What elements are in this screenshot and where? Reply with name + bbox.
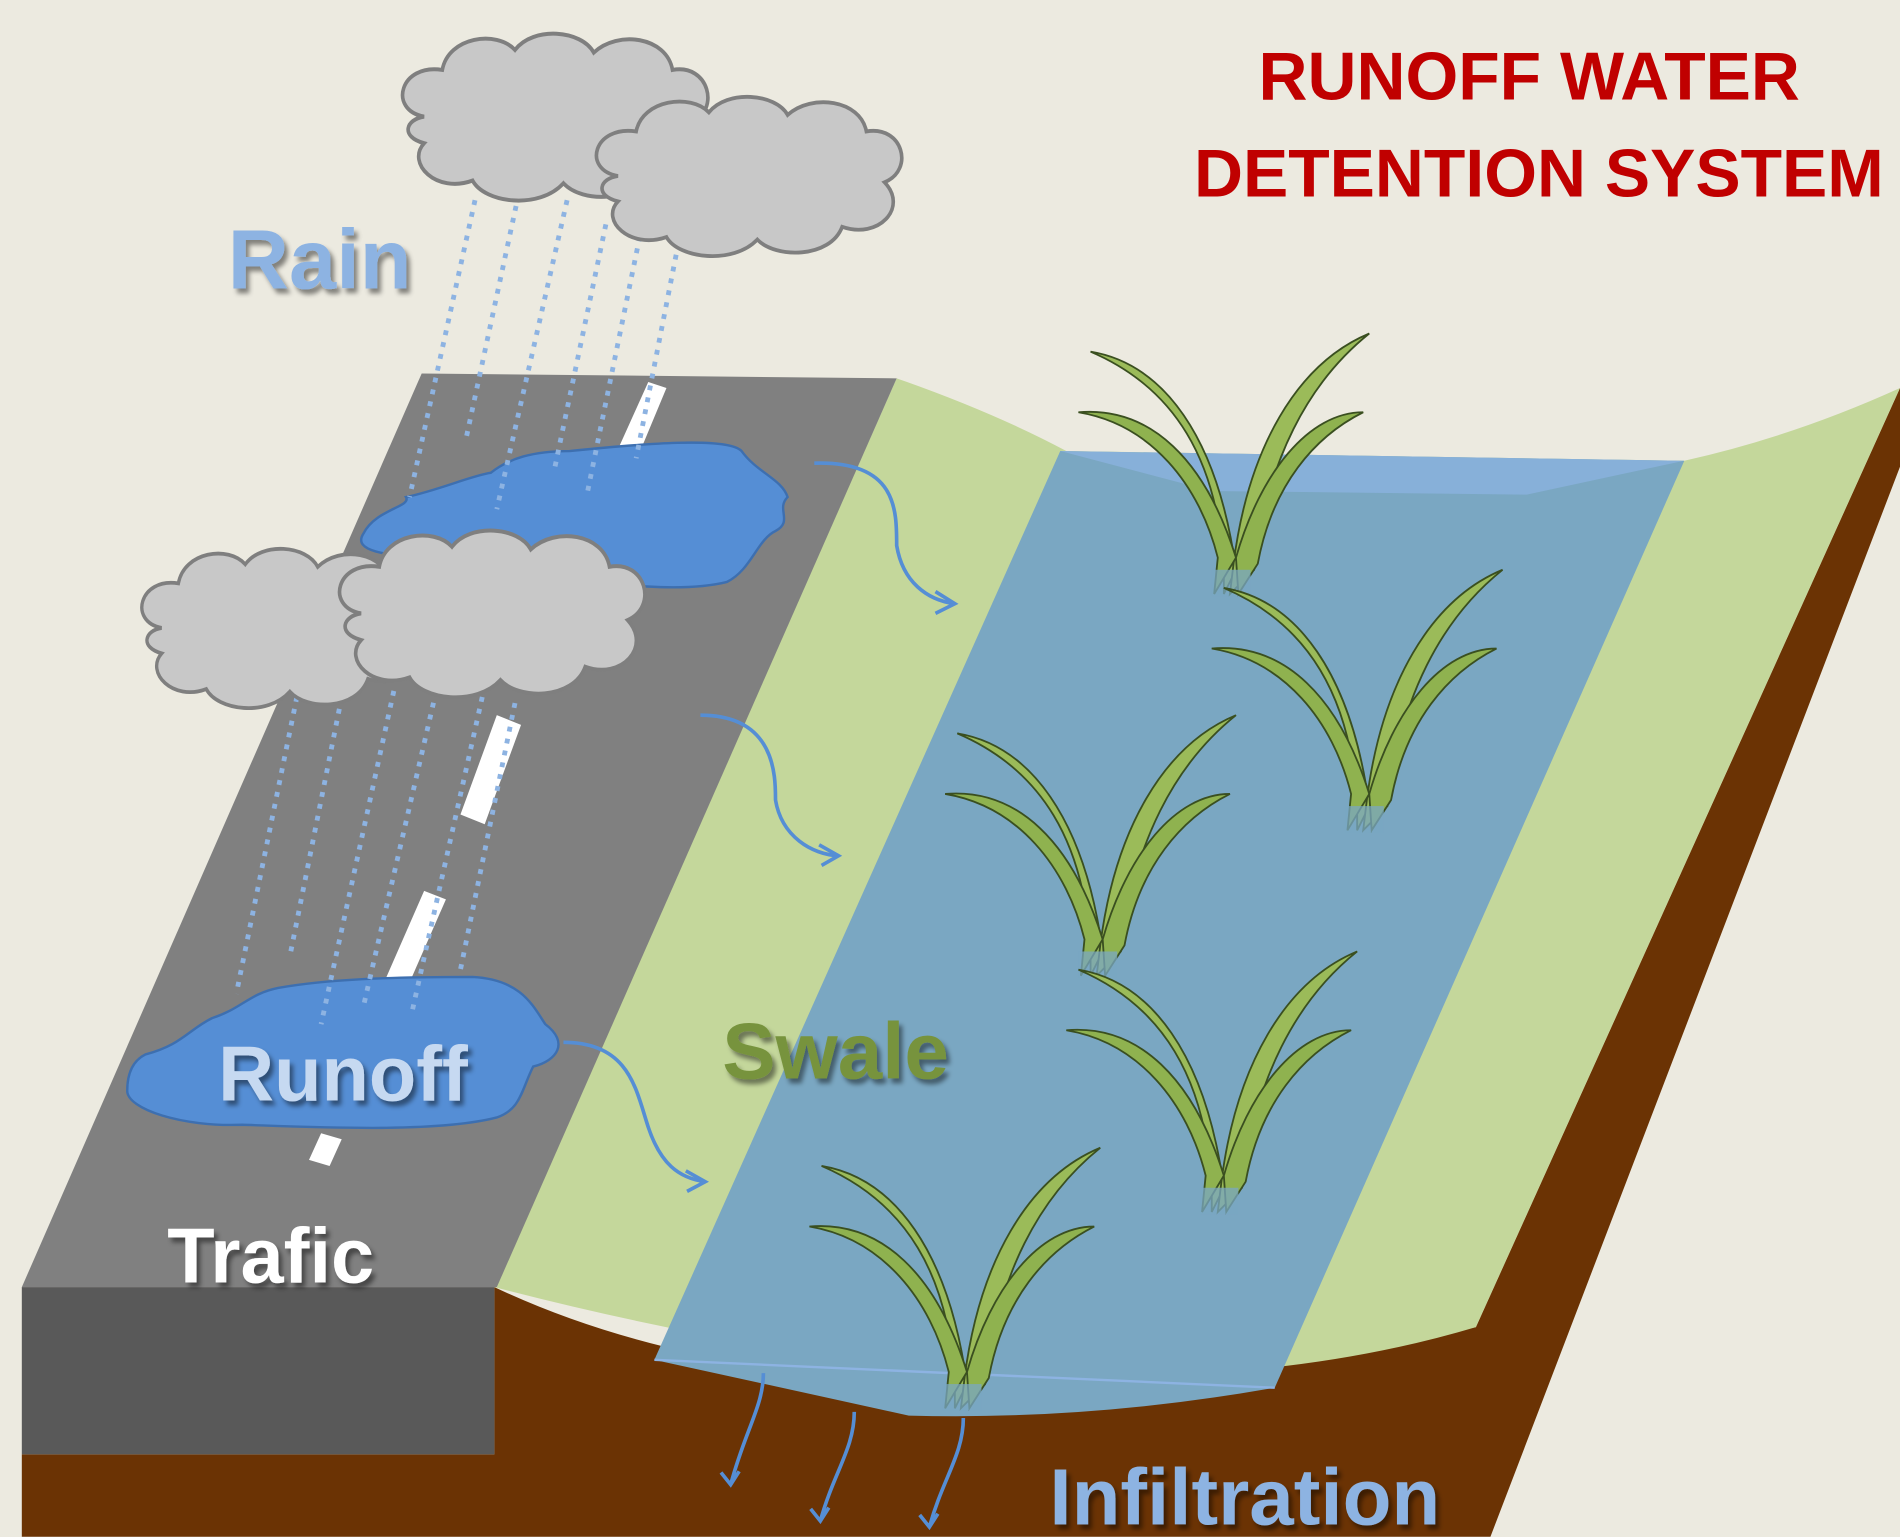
title-line: DETENTION SYSTEM bbox=[1194, 137, 1884, 212]
swale-label: Swale bbox=[722, 1007, 949, 1096]
runoff-label: Runoff bbox=[218, 1032, 468, 1118]
trafic-label: Trafic bbox=[167, 1213, 374, 1299]
diagram: RUNOFF WATER DETENTION SYSTEM Rain Runof… bbox=[0, 0, 1900, 1537]
infiltration-label: Infiltration bbox=[1049, 1453, 1440, 1537]
road-front bbox=[22, 1287, 495, 1454]
title-line: RUNOFF WATER bbox=[1258, 40, 1799, 115]
page: RUNOFF WATER DETENTION SYSTEM Rain Runof… bbox=[0, 0, 1900, 1537]
rain-label: Rain bbox=[228, 212, 412, 307]
